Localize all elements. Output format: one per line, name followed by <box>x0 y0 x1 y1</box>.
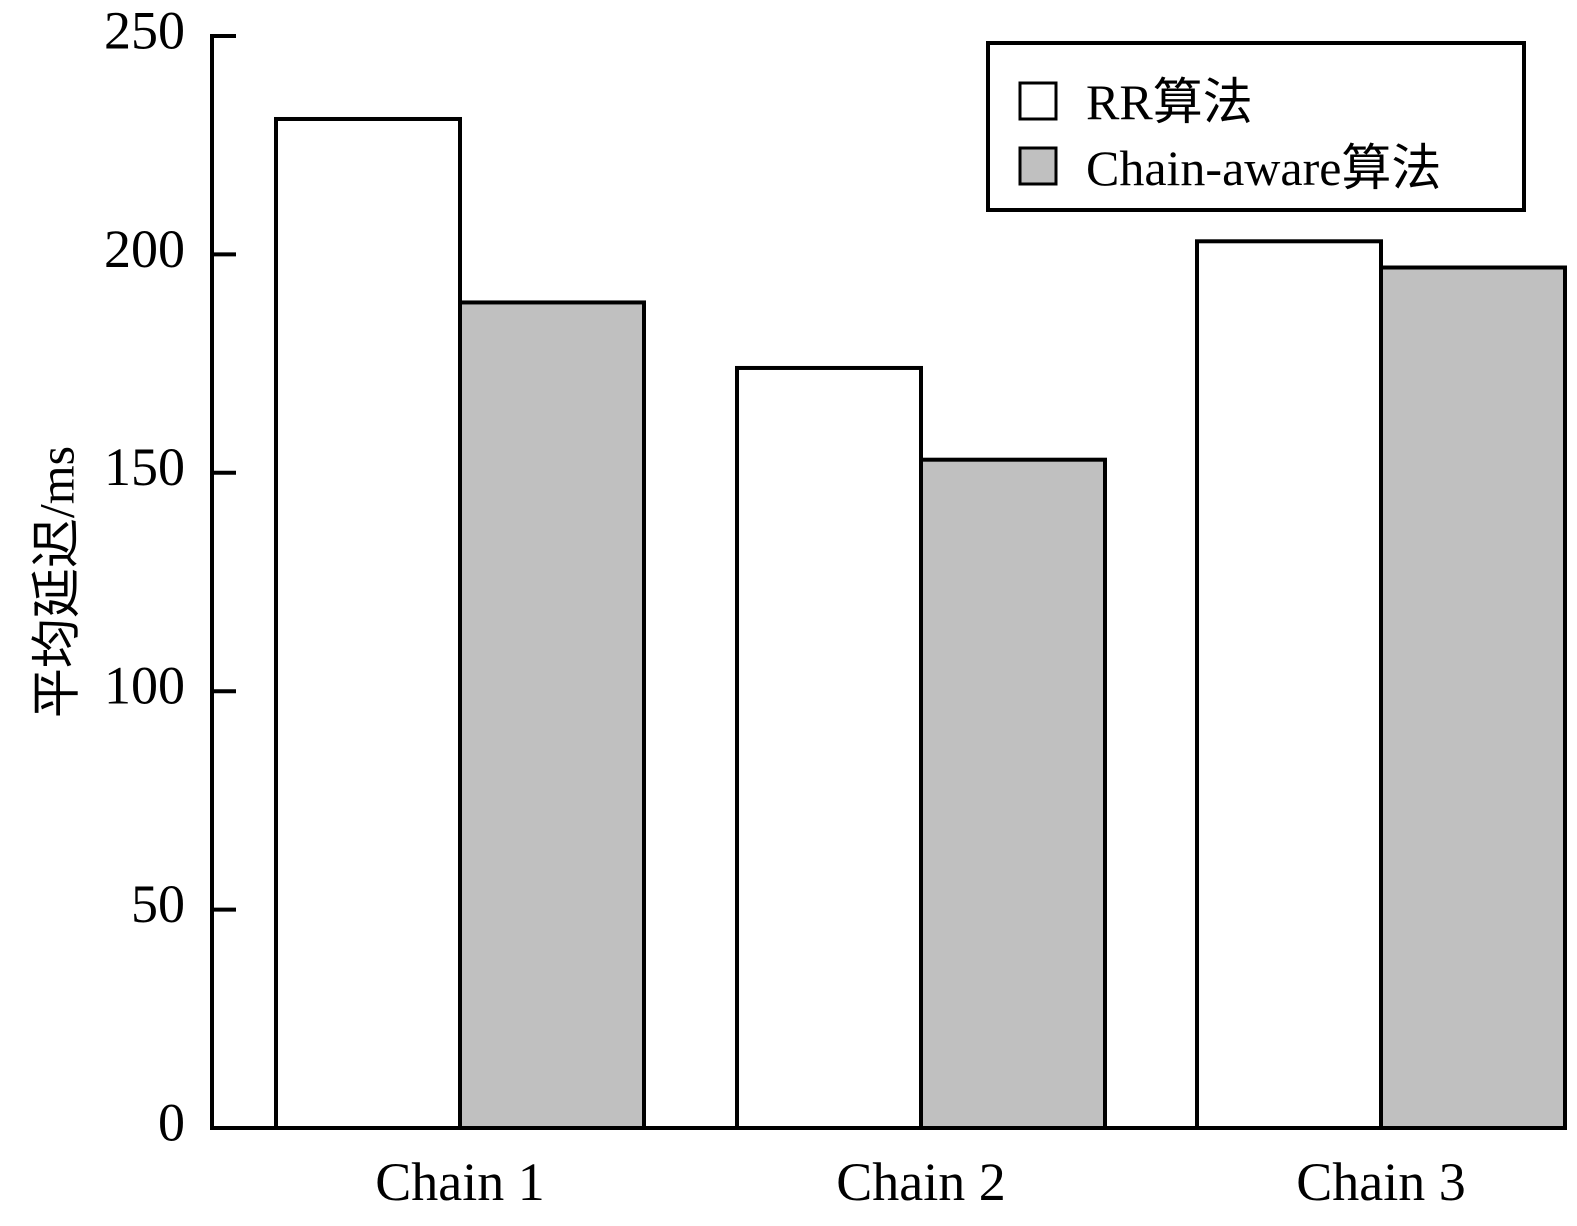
bar-rr-chain-2 <box>735 365 923 1130</box>
legend-label-rr: RR算法 <box>1086 74 1253 130</box>
axes-group <box>210 36 1567 1130</box>
x-ticks-group: Chain 1 Chain 2 Chain 3 <box>375 1152 1466 1212</box>
x-tick-label: Chain 1 <box>375 1152 545 1212</box>
legend-label-chain-aware: Chain-aware算法 <box>1086 140 1441 196</box>
bar-chain-aware-chain-2 <box>919 457 1107 1131</box>
legend-swatch-rr <box>1018 81 1058 121</box>
bar-rr-chain-1 <box>274 116 462 1130</box>
y-tick-label: 200 <box>104 219 185 279</box>
x-tick-label: Chain 3 <box>1296 1152 1466 1212</box>
x-tick-label: Chain 2 <box>836 1152 1006 1212</box>
bar-chain-aware-chain-3 <box>1379 265 1567 1130</box>
legend: RR算法 Chain-aware算法 <box>986 41 1526 212</box>
bars-group <box>274 116 1567 1131</box>
legend-box <box>986 41 1526 212</box>
y-tick-label: 50 <box>131 874 185 934</box>
y-tick-label: 150 <box>104 437 185 497</box>
bar-rr-chain-3 <box>1195 239 1383 1130</box>
y-axis-label: 平均延迟/ms <box>28 446 84 718</box>
y-ticks-group: 0 50 100 150 200 250 <box>104 0 236 1152</box>
y-tick-label: 250 <box>104 0 185 60</box>
y-tick-label: 100 <box>104 656 185 716</box>
bar-chain-aware-chain-1 <box>458 300 646 1130</box>
legend-swatch-chain-aware <box>1018 146 1058 186</box>
y-tick-label: 0 <box>158 1092 185 1152</box>
